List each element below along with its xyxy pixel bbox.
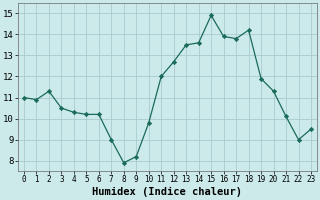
- X-axis label: Humidex (Indice chaleur): Humidex (Indice chaleur): [92, 187, 243, 197]
